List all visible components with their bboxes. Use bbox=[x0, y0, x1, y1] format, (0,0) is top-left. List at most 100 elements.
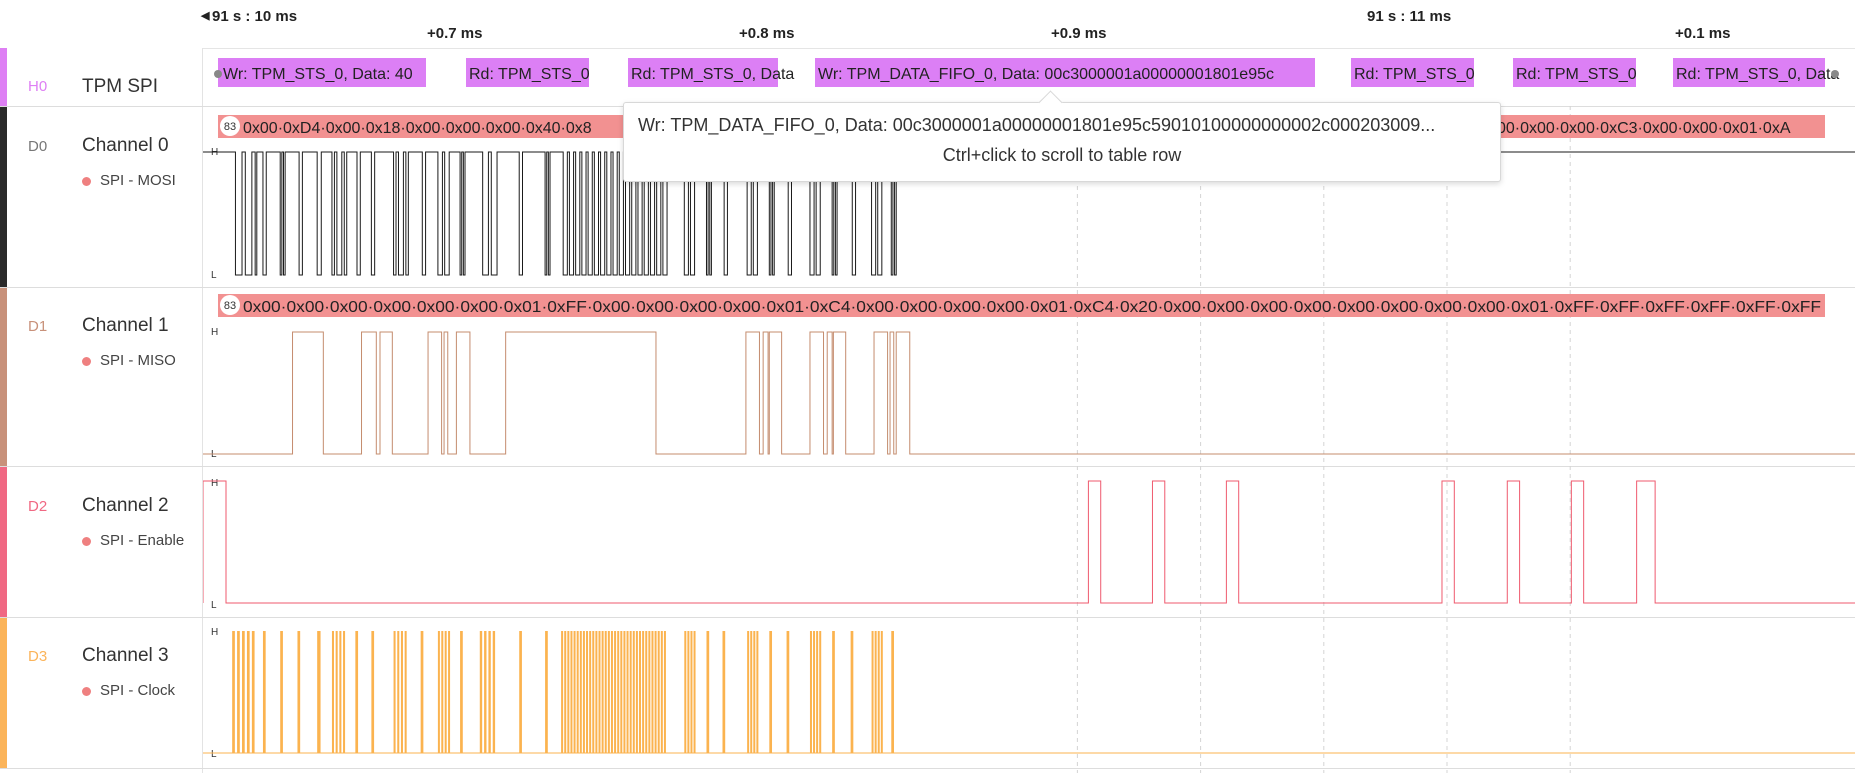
clock-pulse bbox=[684, 631, 687, 753]
clock-pulse bbox=[564, 631, 567, 753]
tooltip-frame-text: Wr: TPM_DATA_FIFO_0, Data: 00c3000001a00… bbox=[638, 115, 1436, 135]
high-level-label: H bbox=[211, 627, 218, 638]
ruler-major-tick: 91 s : 10 ms bbox=[212, 8, 298, 25]
ruler-minor-tick: +0.8 ms bbox=[739, 25, 795, 42]
clock-pulse bbox=[645, 631, 648, 753]
clock-pulse bbox=[693, 631, 696, 753]
clock-pulse bbox=[871, 631, 874, 753]
clock-pulse bbox=[832, 631, 835, 753]
clock-pulse bbox=[343, 631, 346, 753]
analyzer-frame[interactable] bbox=[1351, 58, 1474, 87]
channel-color-bar bbox=[0, 288, 7, 466]
clock-pulse bbox=[769, 631, 773, 753]
clock-pulse bbox=[604, 631, 607, 753]
tooltip-hint: Ctrl+click to scroll to table row bbox=[942, 145, 1182, 165]
clock-pulse bbox=[519, 631, 522, 753]
analyzer-name: SPI - MISO bbox=[100, 352, 176, 369]
clock-pulse bbox=[598, 631, 601, 753]
clock-pulse bbox=[280, 631, 283, 753]
enable-waveform bbox=[203, 480, 1855, 604]
clock-pulse bbox=[635, 631, 638, 753]
clock-pulse bbox=[626, 631, 629, 753]
clock-pulse bbox=[479, 631, 483, 753]
channel-list bbox=[0, 48, 203, 773]
channel-color-bar bbox=[0, 467, 7, 617]
clock-pulse bbox=[813, 631, 816, 753]
clock-pulse bbox=[809, 631, 812, 753]
clock-pulse bbox=[610, 631, 613, 753]
clock-pulse bbox=[576, 631, 579, 753]
low-level-label: L bbox=[211, 600, 217, 611]
clock-pulse bbox=[722, 631, 726, 753]
clock-pulse bbox=[444, 631, 447, 753]
analyzer-label: SPI - MOSI bbox=[82, 172, 176, 189]
analyzer-frame-label: Rd: TPM_STS_0 bbox=[469, 66, 590, 83]
clock-pulse bbox=[579, 631, 582, 753]
clock-pulse bbox=[420, 631, 424, 753]
frame-start-marker bbox=[214, 70, 222, 78]
time-gridlines bbox=[1076, 106, 1571, 773]
clock-pulse bbox=[586, 631, 589, 753]
channel-id: D0 bbox=[28, 138, 48, 155]
channel-row-d0[interactable]: D0 Channel 0 SPI - MOSI bbox=[0, 107, 1855, 288]
miso-byte-bar[interactable]: 83 0x00·0x00·0x00·0x00·0x00·0x00·0x01·0x… bbox=[218, 294, 1825, 317]
clock-pulse bbox=[642, 631, 645, 753]
clock-pulse bbox=[663, 631, 666, 753]
analyzer-frame[interactable] bbox=[466, 58, 589, 87]
clock-pulse bbox=[582, 631, 585, 753]
analyzer-frame-label: Wr: TPM_DATA_FIFO_0, Data: 00c3000001a00… bbox=[818, 66, 1274, 83]
clock-pulse bbox=[460, 631, 463, 753]
clock-pulse bbox=[237, 631, 240, 753]
channel-row-d2[interactable]: D2 Channel 2 SPI - Enable bbox=[0, 467, 1855, 618]
ruler-minor-tick: +0.1 ms bbox=[1675, 25, 1731, 42]
clock-pulse bbox=[601, 631, 604, 753]
clock-pulse bbox=[246, 631, 250, 753]
ruler-minor-tick: +0.9 ms bbox=[1051, 25, 1107, 42]
channel-row-d3[interactable]: D3 Channel 3 SPI - Clock bbox=[0, 618, 1855, 769]
clock-pulse bbox=[251, 631, 255, 753]
frame-end-marker bbox=[1831, 70, 1839, 78]
clock-pulse bbox=[816, 631, 819, 753]
analyzer-frame[interactable] bbox=[1513, 58, 1636, 87]
channel-id: H0 bbox=[28, 78, 48, 95]
analyzer-frame-label: Rd: TPM_STS_0, Data bbox=[1676, 66, 1839, 83]
clock-pulse bbox=[632, 631, 635, 753]
analyzer-label: SPI - MISO bbox=[82, 352, 176, 369]
clock-pulse bbox=[623, 631, 626, 753]
channel-name: TPM SPI bbox=[82, 76, 159, 97]
analyzer-frame[interactable] bbox=[815, 58, 1315, 87]
clock-pulse bbox=[371, 631, 375, 753]
clock-pulse bbox=[441, 631, 444, 753]
clock-pulse bbox=[397, 631, 400, 753]
clock-pulse bbox=[747, 631, 750, 753]
clock-pulse bbox=[880, 631, 883, 753]
clock-pulse bbox=[620, 631, 623, 753]
analyzer-frame-label: Wr: TPM_STS_0, Data: 40 bbox=[223, 66, 413, 83]
analyzer-frame[interactable] bbox=[628, 58, 778, 87]
miso-byte-bar-bg bbox=[218, 294, 1825, 317]
channel-color-bar bbox=[0, 618, 7, 768]
clock-pulse bbox=[750, 631, 753, 753]
analyzer-frame-label: Rd: TPM_STS_0, Data bbox=[631, 66, 794, 83]
clock-pulse bbox=[877, 631, 880, 753]
analyzer-name: SPI - Enable bbox=[100, 532, 185, 549]
clock-pulse bbox=[687, 631, 690, 753]
waveform-plot[interactable]: H L H L H L H L Wr: TPM_STS_0, Data: 40 … bbox=[203, 48, 1855, 773]
high-level-label: H bbox=[211, 478, 218, 489]
byte-count-badge-label: 83 bbox=[224, 300, 236, 312]
analyzer-frame[interactable] bbox=[218, 58, 426, 87]
channel-id: D1 bbox=[28, 318, 48, 335]
analyzer-frame[interactable] bbox=[1673, 58, 1825, 87]
miso-waveform bbox=[203, 331, 1855, 455]
clock-pulse bbox=[573, 631, 576, 753]
clock-waveform bbox=[203, 631, 1855, 754]
frame-tooltip: Wr: TPM_DATA_FIFO_0, Data: 00c3000001a00… bbox=[623, 90, 1501, 182]
analyzer-name: SPI - MOSI bbox=[100, 172, 176, 189]
channel-id: D3 bbox=[28, 648, 48, 665]
clock-pulse bbox=[690, 631, 693, 753]
analyzer-color-dot bbox=[82, 176, 91, 186]
time-ruler[interactable]: ◀ 91 s : 10 ms +0.7 ms +0.8 ms +0.9 ms 9… bbox=[0, 0, 1855, 49]
analyzer-label: SPI - Clock bbox=[82, 682, 175, 699]
channel-row-d1[interactable]: D1 Channel 1 SPI - MISO bbox=[0, 288, 1855, 467]
miso-byte-values: 0x00·0x00·0x00·0x00·0x00·0x00·0x01·0xFF·… bbox=[243, 299, 1821, 316]
